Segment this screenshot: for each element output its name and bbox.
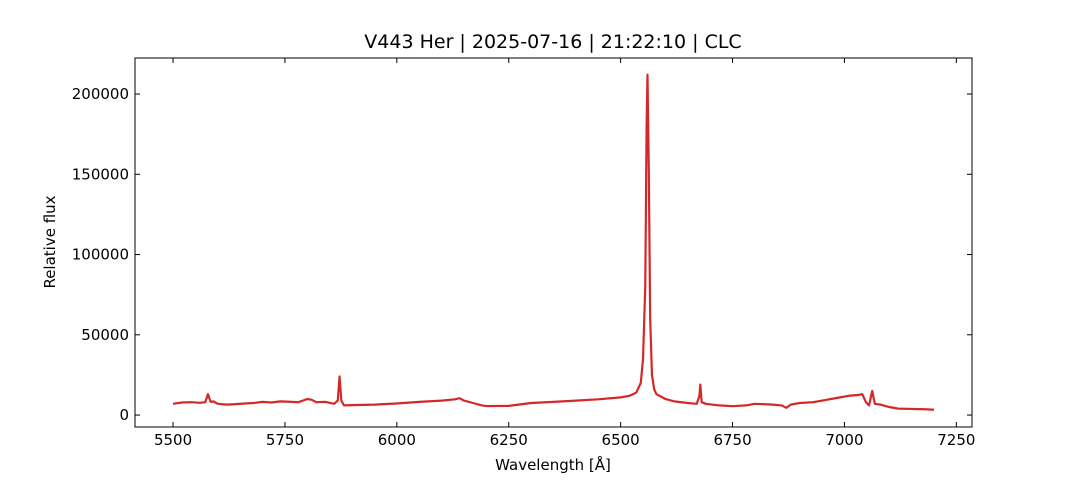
y-tick-label: 50000 — [81, 326, 129, 344]
x-tick-label: 6000 — [378, 431, 416, 449]
x-tick-label: 5500 — [154, 431, 192, 449]
y-tick-label: 200000 — [72, 85, 129, 103]
y-axis-label: Relative flux — [41, 195, 59, 288]
chart-title: V443 Her | 2025-07-16 | 21:22:10 | CLC — [364, 31, 741, 53]
x-tick-label: 7250 — [937, 431, 975, 449]
x-axis-label: Wavelength [Å] — [495, 455, 611, 474]
spectrum-line — [172, 73, 935, 411]
y-tick-label: 100000 — [72, 246, 129, 264]
y-tick-label: 0 — [119, 406, 129, 424]
y-tick-label: 150000 — [72, 165, 129, 183]
x-tick-label: 7000 — [825, 431, 863, 449]
x-tick-label: 6500 — [602, 431, 640, 449]
x-tick-label: 5750 — [266, 431, 304, 449]
x-tick-label: 6750 — [713, 431, 751, 449]
plot-frame — [134, 57, 973, 428]
x-tick-label: 6250 — [490, 431, 528, 449]
